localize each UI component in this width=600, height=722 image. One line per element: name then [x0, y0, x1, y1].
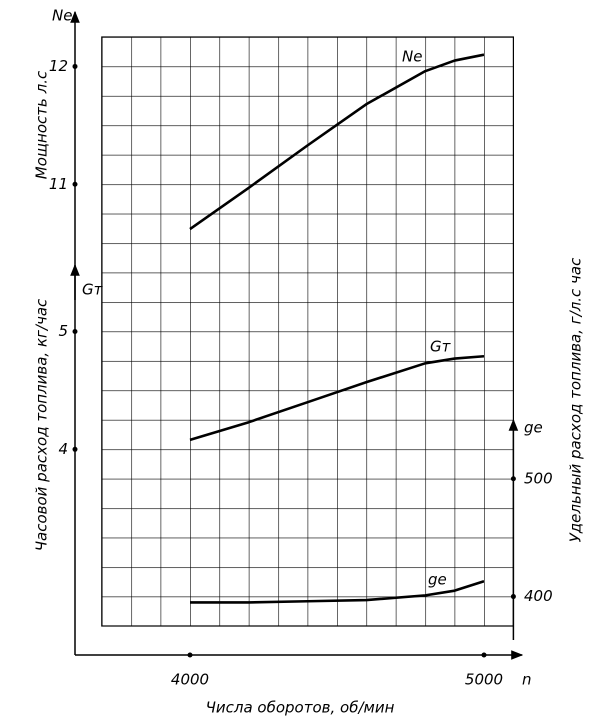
x-axis-label: Числа оборотов, об/мин	[206, 699, 395, 717]
y3-tick-label: 400	[524, 587, 553, 605]
grid-area	[101, 36, 515, 627]
y-tick-label: 4	[58, 440, 68, 458]
curve	[189, 53, 485, 231]
y3-tick	[510, 594, 516, 600]
x-tick	[187, 652, 193, 658]
y3-tick	[510, 476, 516, 482]
curve-label: Gт	[430, 338, 452, 356]
y-tick-label: 5	[58, 322, 68, 340]
y-tick-label: 12	[49, 57, 68, 75]
curve-label: ge	[428, 571, 447, 589]
axis-symbol: ge	[524, 419, 543, 437]
curve	[190, 579, 485, 604]
curve	[189, 354, 485, 442]
y2-axis-label: Часовой расход топлива, кг/час	[33, 298, 51, 551]
curve-label: Ne	[402, 48, 422, 66]
x-tick-label: 4000	[171, 671, 209, 689]
y-tick	[72, 63, 78, 69]
y-tick	[72, 329, 78, 334]
axis-symbol: n	[522, 671, 532, 689]
y-tick	[72, 446, 78, 452]
x-tick-label: 5000	[465, 671, 503, 689]
y-axis-label: Мощность л.с	[33, 70, 51, 179]
x-tick	[481, 652, 487, 658]
y-tick	[72, 181, 78, 187]
y-tick-label: 11	[49, 175, 68, 193]
grid	[101, 36, 515, 627]
axis-symbol: Gт	[82, 281, 104, 299]
axis-symbol: Ne	[52, 7, 72, 25]
y3-axis-label: Удельный расход топлива, г/л.с час	[567, 257, 585, 542]
y3-tick-label: 500	[524, 469, 553, 487]
